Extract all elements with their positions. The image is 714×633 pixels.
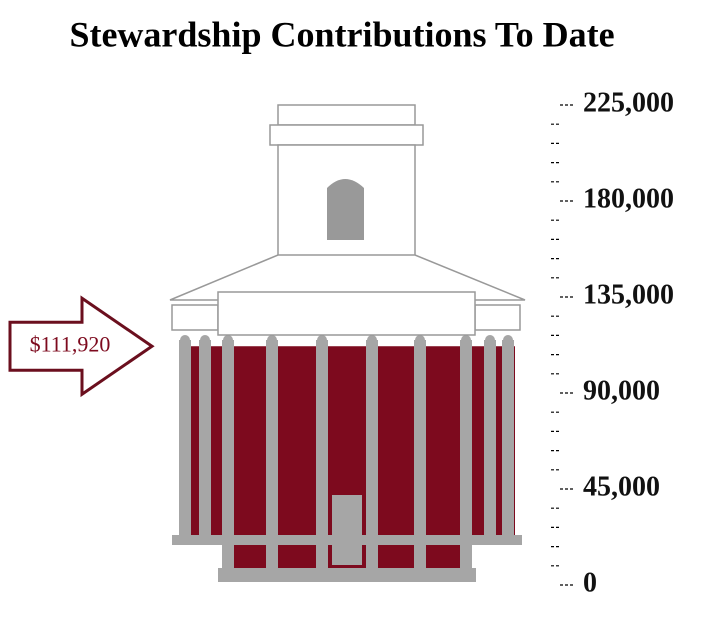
column: [502, 335, 514, 535]
column-shaft: [179, 340, 191, 535]
column-capital: [180, 335, 190, 345]
column-shaft: [266, 340, 278, 568]
building-front: [172, 291, 522, 582]
column-capital: [485, 335, 495, 345]
value-label: $111,920: [30, 331, 111, 356]
column-shaft: [316, 340, 328, 568]
chart-title: Stewardship Contributions To Date: [69, 14, 614, 54]
column-shaft: [460, 340, 472, 568]
column: [266, 335, 278, 568]
column-capital: [317, 335, 327, 345]
column: [484, 335, 496, 535]
column-capital: [223, 335, 233, 345]
column: [199, 335, 211, 535]
tick-label: 90,000: [583, 375, 660, 406]
column: [222, 335, 234, 568]
column-shaft: [366, 340, 378, 568]
column: [179, 335, 191, 535]
tick-label: 0: [583, 567, 597, 598]
column-shaft: [414, 340, 426, 568]
tick-label: 225,000: [583, 87, 674, 118]
building: [169, 104, 526, 331]
value-arrow: $111,920: [8, 295, 155, 398]
column-capital: [415, 335, 425, 345]
column: [316, 335, 328, 568]
column-shaft: [199, 340, 211, 535]
column-shaft: [502, 340, 514, 535]
column: [460, 335, 472, 568]
column-capital: [367, 335, 377, 345]
column: [366, 335, 378, 568]
tick-label: 45,000: [583, 471, 660, 502]
column-capital: [461, 335, 471, 345]
tick-label: 180,000: [583, 183, 674, 214]
column-capital: [200, 335, 210, 345]
tick-label: 135,000: [583, 279, 674, 310]
column-shaft: [484, 340, 496, 535]
column-capital: [503, 335, 513, 345]
column: [414, 335, 426, 568]
column-capital: [267, 335, 277, 345]
column-shaft: [222, 340, 234, 568]
